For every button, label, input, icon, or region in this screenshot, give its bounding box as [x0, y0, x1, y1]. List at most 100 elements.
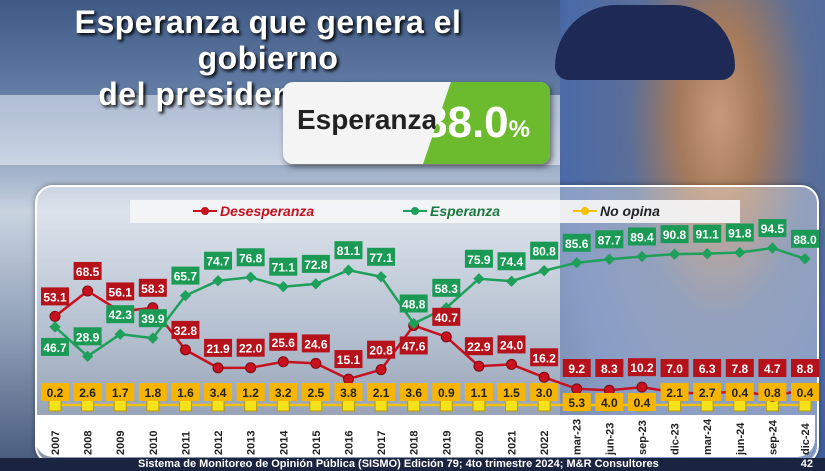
x-tick-label: 2017: [376, 431, 388, 455]
x-tick-label: 2009: [115, 431, 127, 455]
data-label-text: 81.1: [337, 244, 361, 258]
data-label: 88.0: [791, 229, 819, 248]
data-label-bg: [464, 383, 493, 401]
data-label-text: 91.1: [695, 228, 719, 242]
data-label-bg: [236, 248, 265, 267]
data-label-text: 74.4: [500, 255, 524, 269]
x-tick-label: sep-24: [767, 419, 779, 455]
data-label-bg: [367, 340, 396, 359]
data-label: 2.6: [73, 383, 102, 401]
desesperanza-point: [538, 371, 550, 383]
desesperanza-point: [245, 362, 257, 374]
x-tick-label: 2018: [409, 431, 421, 455]
data-label-text: 3.0: [536, 386, 553, 400]
data-label-text: 6.3: [699, 362, 716, 376]
data-label-text: 80.8: [532, 245, 556, 259]
data-label-text: 74.7: [206, 255, 230, 269]
data-label-text: 0.4: [731, 386, 748, 400]
data-label-text: 15.1: [337, 353, 361, 367]
data-label-text: 87.7: [598, 233, 622, 247]
data-label-bg: [595, 359, 624, 377]
esperanza-point: [505, 275, 518, 287]
data-label-text: 1.1: [471, 386, 488, 400]
data-label: 4.7: [758, 359, 787, 377]
x-tick-label: jun-24: [735, 422, 747, 456]
data-label-text: 1.8: [144, 386, 161, 400]
data-label: 1.1: [464, 383, 493, 401]
desesperanza-point: [179, 344, 191, 356]
data-label-bg: [301, 383, 330, 401]
cap-photo: [555, 5, 735, 80]
legend-desesperanza: Desesperanza: [220, 203, 315, 219]
x-tick-label: dic-24: [800, 422, 812, 455]
data-label: 81.1: [334, 241, 363, 260]
footer-bar: Sistema de Monitoreo de Opinión Pública …: [0, 458, 825, 471]
data-label-bg: [73, 327, 102, 346]
data-label-bg: [725, 383, 754, 401]
data-label-bg: [367, 383, 396, 401]
data-label: 0.4: [725, 383, 754, 401]
data-label-bg: [432, 307, 461, 326]
kpi-unit: %: [508, 116, 530, 143]
x-tick-label: 2022: [539, 431, 551, 455]
title-line-1: Esperanza que genera el gobierno: [74, 4, 462, 76]
data-label: 85.6: [562, 233, 591, 252]
data-label: 22.9: [464, 337, 493, 356]
data-label: 75.9: [464, 249, 493, 268]
data-label-bg: [367, 247, 396, 266]
data-label: 0.4: [791, 383, 819, 401]
data-label-text: 3.2: [275, 386, 292, 400]
data-label-text: 3.6: [405, 386, 422, 400]
esperanza-point: [473, 273, 485, 285]
data-label-text: 42.3: [109, 308, 133, 322]
data-label-text: 24.0: [500, 338, 524, 352]
data-label-bg: [171, 383, 200, 401]
data-label: 65.7: [171, 266, 200, 285]
data-label: 71.1: [269, 257, 298, 276]
data-label-bg: [758, 383, 787, 401]
data-label-bg: [138, 278, 167, 297]
x-tick-label: 2015: [311, 431, 323, 455]
data-label: 80.8: [530, 241, 559, 260]
data-label-bg: [41, 337, 69, 356]
data-label: 1.8: [138, 383, 167, 401]
data-label: 0.4: [627, 393, 656, 411]
source-note: Sistema de Monitoreo de Opinión Pública …: [138, 458, 659, 470]
data-label: 94.5: [758, 219, 787, 238]
data-label: 72.8: [301, 254, 330, 273]
data-label-text: 48.8: [402, 297, 426, 311]
data-label: 53.1: [41, 287, 69, 306]
desesperanza-point: [375, 364, 387, 376]
data-label-bg: [269, 383, 298, 401]
series-line-desesperanza: [54, 289, 806, 398]
data-label-text: 7.0: [666, 362, 683, 376]
desesperanza-point: [342, 373, 354, 385]
data-label-text: 2.5: [308, 386, 325, 400]
data-label-bg: [725, 359, 754, 377]
data-label-text: 1.2: [242, 386, 259, 400]
data-label-bg: [106, 383, 135, 401]
data-label-bg: [236, 383, 265, 401]
esperanza-kpi-card: Esperanza 88.0%: [283, 82, 550, 164]
esperanza-point: [277, 281, 289, 293]
data-label-bg: [41, 383, 69, 401]
data-label-text: 28.9: [76, 330, 100, 344]
desesperanza-point: [636, 381, 648, 393]
esperanza-point: [701, 248, 713, 260]
data-label: 74.7: [204, 251, 233, 270]
data-label-bg: [334, 350, 363, 369]
data-label: 0.8: [758, 383, 787, 401]
data-label: 3.4: [204, 383, 233, 401]
data-label-bg: [106, 305, 135, 324]
data-label-bg: [660, 383, 689, 401]
data-label-text: 71.1: [272, 261, 296, 275]
data-label: 77.1: [367, 247, 396, 266]
desesperanza-point: [310, 357, 322, 369]
data-label: 2.7: [693, 383, 722, 401]
esperanza-point: [571, 257, 583, 269]
esperanza-point: [799, 253, 811, 265]
x-tick-label: mar-24: [702, 418, 714, 455]
data-label-bg: [497, 335, 526, 354]
data-label: 7.0: [660, 359, 689, 377]
